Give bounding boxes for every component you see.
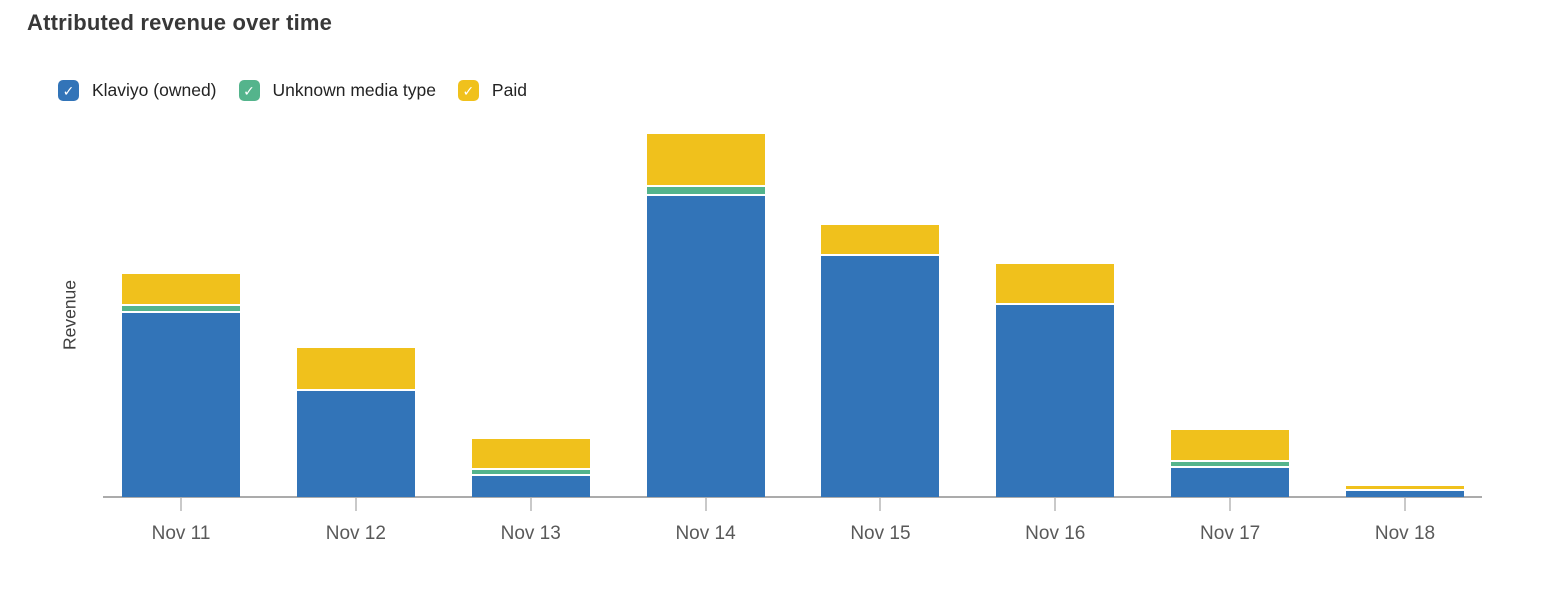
x-axis-tick [180, 498, 182, 511]
bar-segment-paid[interactable] [1345, 486, 1464, 489]
bar-segment-klaviyo-owned[interactable] [821, 256, 940, 497]
chart-title: Attributed revenue over time [27, 10, 333, 35]
bar-segment-klaviyo-owned[interactable] [1345, 491, 1464, 497]
x-axis-label: Nov 17 [1200, 523, 1261, 544]
x-axis-label: Nov 18 [1374, 523, 1436, 544]
checkbox-checked-icon[interactable]: ✓ [457, 80, 479, 101]
bar-segment-klaviyo-owned[interactable] [1171, 468, 1290, 497]
stacked-bar-nov-18[interactable] [1345, 486, 1464, 497]
x-axis-line [103, 496, 1482, 498]
x-axis-label: Nov 12 [325, 523, 386, 544]
bar-segment-paid[interactable] [1171, 430, 1290, 460]
bar-segment-klaviyo-owned[interactable] [471, 476, 590, 497]
x-axis-tick [704, 498, 707, 511]
bar-segment-klaviyo-owned[interactable] [296, 391, 415, 497]
checkbox-checked-icon[interactable]: ✓ [238, 80, 260, 101]
legend-item-unknown-media-type[interactable]: ✓ Unknown media type [238, 80, 436, 101]
legend-item-label: Paid [491, 80, 527, 100]
y-axis-label: Revenue [59, 279, 80, 351]
x-axis-tick [1403, 498, 1406, 511]
bar-segment-klaviyo-owned[interactable] [646, 196, 765, 497]
stacked-bar-nov-11[interactable] [122, 274, 240, 497]
x-axis-tick [879, 498, 882, 511]
bar-segment-klaviyo-owned[interactable] [122, 313, 240, 497]
stacked-bar-nov-13[interactable] [471, 439, 590, 497]
bar-segment-unknown-media-type[interactable] [122, 306, 240, 311]
bar-segment-paid[interactable] [122, 274, 240, 304]
bar-segment-unknown-media-type[interactable] [646, 187, 765, 194]
bar-segment-paid[interactable] [471, 439, 590, 468]
x-axis-tick [529, 498, 532, 511]
legend-item-label: Unknown media type [272, 80, 436, 100]
x-axis-label: Nov 14 [675, 523, 736, 544]
x-axis-tick [354, 498, 357, 511]
stacked-bar-nov-16[interactable] [996, 264, 1115, 497]
x-axis-label: Nov 13 [500, 523, 561, 544]
bar-segment-paid[interactable] [296, 348, 415, 389]
chart-legend: ✓ Klaviyo (owned) ✓ Unknown media type ✓ Paid [58, 80, 527, 101]
x-axis-label: Nov 11 [151, 523, 211, 544]
x-axis-label: Nov 15 [850, 523, 911, 544]
bar-segment-unknown-media-type[interactable] [1171, 462, 1290, 466]
legend-item-label: Klaviyo (owned) [92, 80, 217, 100]
bar-segment-unknown-media-type[interactable] [471, 470, 590, 474]
bar-segment-klaviyo-owned[interactable] [996, 305, 1115, 497]
legend-item-klaviyo-owned[interactable]: ✓ Klaviyo (owned) [58, 80, 217, 101]
bar-segment-paid[interactable] [821, 225, 940, 254]
stacked-bar-nov-14[interactable] [646, 134, 765, 497]
checkbox-checked-icon[interactable]: ✓ [58, 80, 79, 101]
stacked-bar-nov-15[interactable] [821, 225, 940, 497]
bar-segment-paid[interactable] [996, 264, 1115, 303]
stacked-bar-nov-17[interactable] [1171, 430, 1290, 497]
x-axis-label: Nov 16 [1025, 523, 1086, 544]
legend-item-paid[interactable]: ✓ Paid [457, 80, 527, 101]
x-axis-tick [1229, 498, 1232, 511]
bar-segment-paid[interactable] [646, 134, 765, 185]
stacked-bar-nov-12[interactable] [296, 348, 415, 497]
x-axis-tick [1054, 498, 1057, 511]
